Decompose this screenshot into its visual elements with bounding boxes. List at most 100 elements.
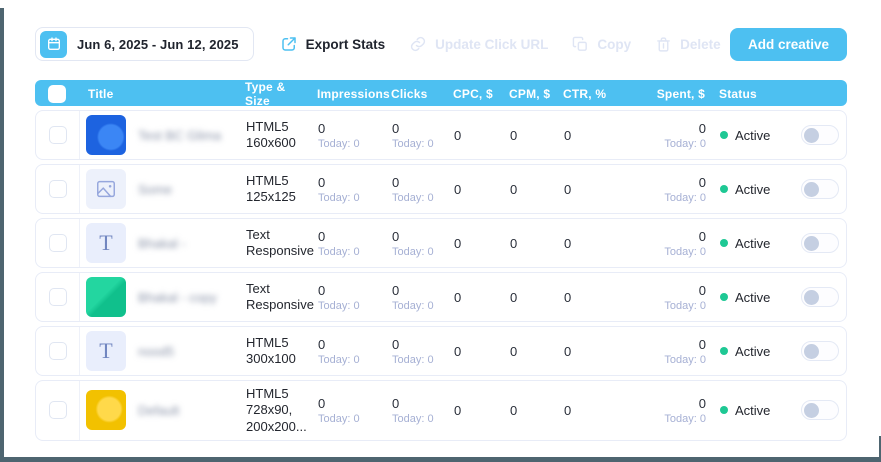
clicks-today: Today: 0 [392,299,434,312]
creative-thumbnail: T [86,223,126,263]
impressions-today: Today: 0 [318,353,360,366]
export-stats-button[interactable]: Export Stats [280,35,385,53]
row-checkbox[interactable] [48,234,67,252]
export-icon [281,37,296,51]
ctr-value: 0 [564,235,572,251]
active-toggle[interactable] [801,341,839,361]
spent-today: Today: 0 [664,245,706,258]
active-toggle[interactable] [801,233,839,253]
ctr-value: 0 [564,127,572,143]
cpm-value: 0 [510,289,518,305]
impressions-value: 0 [318,282,326,298]
type-size-value: Text Responsive [246,280,314,312]
creative-title: Test BC Glima [138,127,222,143]
row-checkbox[interactable] [48,401,67,420]
clicks-today: Today: 0 [392,137,434,150]
toolbar: Jun 6, 2025 - Jun 12, 2025 Export Stats … [35,27,847,61]
type-size-value: HTML5 728x90, 200x200... [246,386,307,434]
copy-button[interactable]: Copy [572,36,631,53]
status-label: Active [735,402,771,418]
add-creative-button[interactable]: Add creative [729,27,847,61]
status-badge: Active [706,236,794,251]
row-checkbox[interactable] [48,126,67,144]
impressions-today: Today: 0 [318,299,360,312]
date-range-value: Jun 6, 2025 - Jun 12, 2025 [77,36,239,52]
spent-today: Today: 0 [664,412,706,425]
creative-thumbnail [86,390,126,431]
clicks-value: 0 [392,282,400,298]
table-row: T Bhakal - Text Responsive 0 Today: 0 0 … [35,218,847,268]
update-click-url-button[interactable]: Update Click URL [409,35,548,53]
cpc-value: 0 [454,289,462,305]
spent-value: 0 [698,228,706,244]
select-all-checkbox[interactable] [48,85,66,103]
spent-value: 0 [698,174,706,190]
impressions-today: Today: 0 [318,137,360,150]
clicks-value: 0 [392,174,400,190]
active-toggle[interactable] [801,179,839,199]
impressions-today: Today: 0 [318,412,360,425]
status-label: Active [735,343,771,359]
creative-thumbnail [86,115,126,155]
update-click-url-label: Update Click URL [435,36,549,52]
type-size-value: HTML5 160x600 [246,118,296,150]
trash-icon [657,36,671,52]
impressions-today: Today: 0 [318,245,360,258]
type-size-value: Text Responsive [246,226,314,258]
table-header: Title Type & Size Impressions Clicks CPC… [35,80,847,108]
toggle-knob [804,127,819,143]
ctr-value: 0 [564,402,572,418]
cpc-value: 0 [454,235,462,251]
active-toggle[interactable] [801,400,839,421]
creative-title: Some [138,181,172,197]
clicks-value: 0 [392,228,400,244]
row-checkbox[interactable] [48,288,67,306]
image-icon [97,180,115,198]
delete-button[interactable]: Delete [655,36,721,53]
creative-thumbnail [86,277,126,317]
impressions-value: 0 [318,120,326,136]
clicks-today: Today: 0 [392,245,434,258]
status-badge: Active [706,403,794,418]
delete-label: Delete [680,36,721,52]
clicks-value: 0 [392,395,400,411]
header-clicks: Clicks [391,87,428,101]
status-dot-icon [720,347,728,355]
header-cpm: CPM, $ [509,87,551,101]
spent-value: 0 [698,395,706,411]
type-size-value: HTML5 125x125 [246,172,296,204]
link-icon [411,36,426,52]
toggle-knob [804,343,819,359]
calendar-icon[interactable] [40,30,67,58]
impressions-value: 0 [318,395,326,411]
row-checkbox[interactable] [48,342,67,360]
cpc-value: 0 [454,181,462,197]
table-row: T nood5 HTML5 300x100 0 Today: 0 0 Today… [35,326,847,376]
active-toggle[interactable] [801,125,839,145]
status-badge: Active [706,182,794,197]
impressions-today: Today: 0 [318,191,360,204]
creative-title: Bhakal - copy [138,289,217,305]
spent-value: 0 [698,282,706,298]
creative-rows: Test BC Glima HTML5 160x600 0 Today: 0 0… [35,110,847,441]
creative-title: Default [138,402,180,418]
screenshot-edge-right [879,436,881,462]
status-dot-icon [720,131,728,139]
impressions-value: 0 [318,228,326,244]
screenshot-edge-bottom [0,457,881,462]
table-row: Bhakal - copy Text Responsive 0 Today: 0… [35,272,847,322]
header-ctr: CTR, % [563,87,607,101]
spent-today: Today: 0 [664,191,706,204]
cpm-value: 0 [510,343,518,359]
row-checkbox[interactable] [48,180,67,198]
clicks-value: 0 [392,336,400,352]
impressions-value: 0 [318,336,326,352]
status-badge: Active [706,290,794,305]
status-label: Active [735,181,771,197]
status-dot-icon [720,239,728,247]
date-range-picker[interactable]: Jun 6, 2025 - Jun 12, 2025 [35,27,254,61]
active-toggle[interactable] [801,287,839,307]
copy-icon [573,36,588,51]
type-size-value: HTML5 300x100 [246,334,296,366]
cpc-value: 0 [454,127,462,143]
